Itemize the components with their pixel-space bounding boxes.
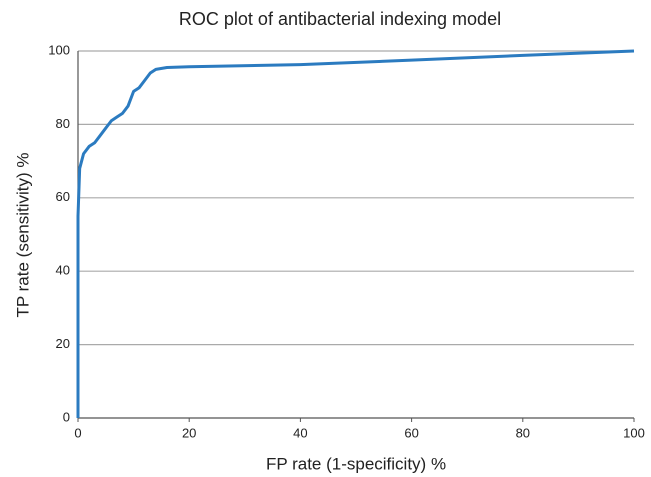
x-tick-label: 0 [74,425,81,440]
x-axis-label: FP rate (1-specificity) % [266,454,446,473]
y-tick-label: 0 [63,409,70,424]
y-tick-label: 40 [56,263,70,278]
y-axis-label: TP rate (sensitivity) % [13,152,32,317]
x-tick-label: 60 [404,425,418,440]
x-tick-label: 80 [516,425,530,440]
y-tick-label: 80 [56,116,70,131]
y-tick-label: 100 [48,42,70,57]
chart-title: ROC plot of antibacterial indexing model [179,9,501,29]
x-tick-label: 40 [293,425,307,440]
x-tick-label: 100 [623,425,645,440]
y-tick-label: 60 [56,189,70,204]
roc-line [76,49,635,418]
y-tick-label: 20 [56,336,70,351]
x-tick-label: 20 [182,425,196,440]
